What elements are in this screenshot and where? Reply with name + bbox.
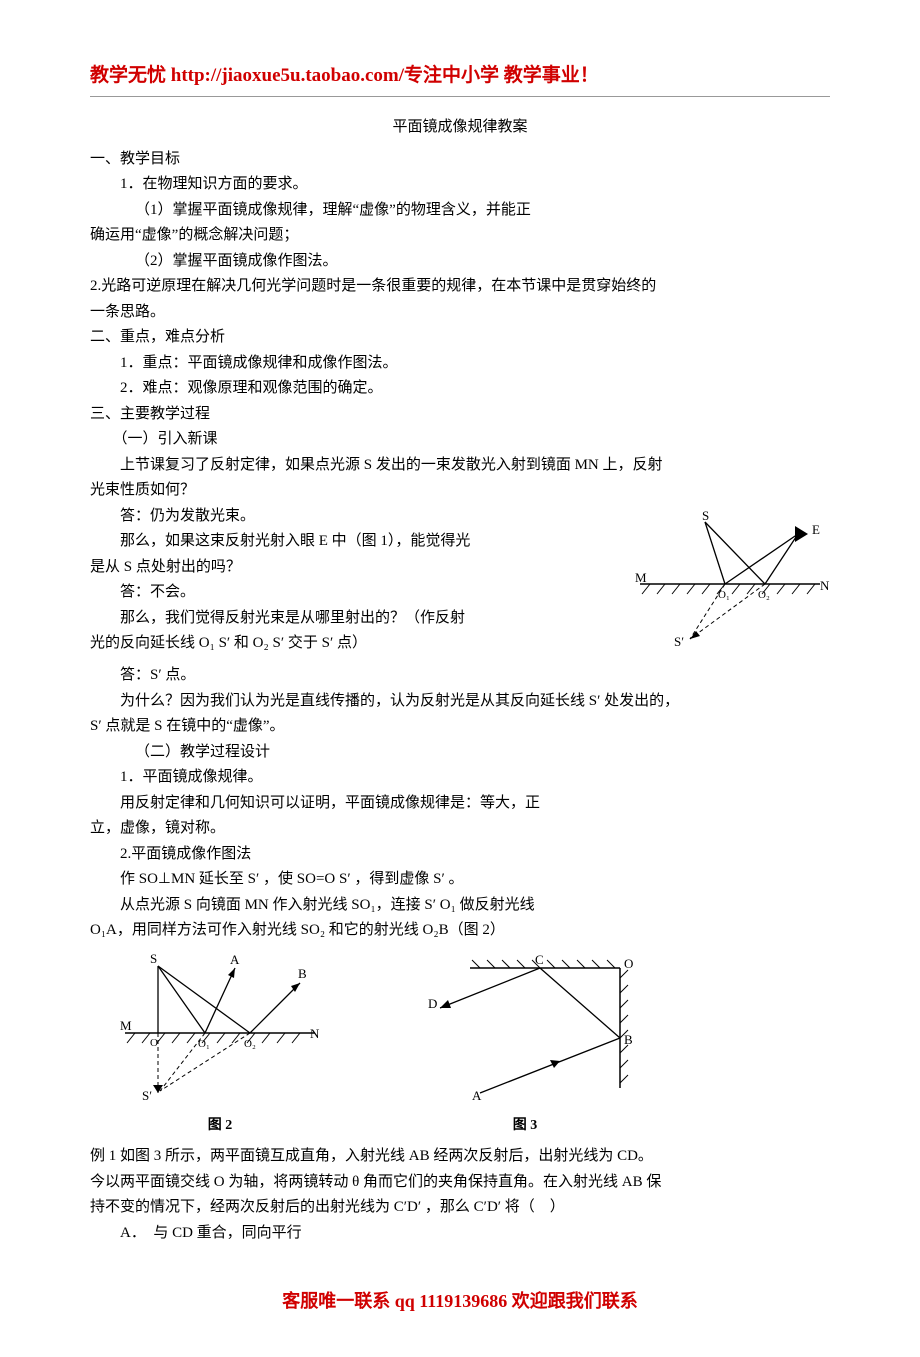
s3-sub-a: （一）引入新课 (90, 427, 830, 453)
s2-item-2: 2．难点：观像原理和观像范围的确定。 (90, 376, 830, 402)
fig2-label-O: O (150, 1037, 158, 1049)
fig1-label-Sp: S′ (674, 634, 684, 649)
fig1-label-E: E (812, 522, 820, 537)
figure-2-wrap: S S′ M N O (120, 948, 320, 1138)
s1-item-2a: 2.光路可逆原理在解决几何光学问题时是一条很重要的规律，在本节课中是贯穿始终的 (90, 274, 830, 300)
fig2-label-N: N (310, 1026, 320, 1041)
fig2-caption: 图 2 (120, 1114, 320, 1138)
figures-row: S S′ M N O (120, 948, 830, 1138)
s3-sub-b: （二）教学过程设计 (90, 740, 830, 766)
s3-p3b: 光的反向延长线 O₁ S′ 和 O₂ S′ 交于 S′ 点） (90, 631, 612, 657)
figure-3-wrap: A B C D O 图 3 (410, 948, 640, 1138)
s3-b1p: 用反射定律和几何知识可以证明，平面镜成像规律是：等大，正 (90, 791, 830, 817)
s1-item-1: 1．在物理知识方面的要求。 (90, 172, 830, 198)
fig2-label-M: M (120, 1018, 132, 1033)
s3-b2p1: 作 SO⊥MN 延长至 S′ ，使 SO=O S′ ，得到虚像 S′ 。 (90, 867, 830, 893)
example-p2: 今以两平面镜交线 O 为轴，将两镜转动 θ 角而它们的夹角保持直角。在入射光线 … (90, 1170, 830, 1196)
fig2-label-Sp: S′ (142, 1088, 152, 1103)
s3-b1pb: 立，虚像，镜对称。 (90, 816, 830, 842)
fig3-label-C: C (535, 952, 544, 967)
section-3-heading: 三、主要教学过程 (90, 402, 830, 428)
fig3-label-O: O (624, 956, 633, 971)
fig1-label-N: N (820, 578, 830, 593)
fig3-label-B: B (624, 1032, 633, 1047)
example-optA: A． 与 CD 重合，同向平行 (90, 1221, 830, 1247)
s3-p2: 那么，如果这束反射光射入眼 E 中（图 1），能觉得光 (90, 529, 612, 555)
fig1-label-M: M (635, 570, 647, 585)
s3-a2: 答：不会。 (90, 580, 612, 606)
fig3-label-A: A (472, 1088, 482, 1103)
s3-b2p2: 从点光源 S 向镜面 MN 作入射光线 SO₁，连接 S′ O₁ 做反射光线 (90, 893, 830, 919)
fig1-label-O1: O₁ (718, 589, 730, 601)
s3-a3: 答：S′ 点。 (90, 663, 830, 689)
footer-contact: 客服唯一联系 qq 1119139686 欢迎跟我们联系 (90, 1286, 830, 1317)
figure-1: S E M N O₁ O₂ S′ (630, 504, 830, 664)
s3-b2p2b: O₁A，用同样方法可作入射光线 SO₂ 和它的射光线 O₂B（图 2） (90, 918, 830, 944)
figure-1-svg: S E M N O₁ O₂ S′ (630, 504, 830, 654)
header-link[interactable]: 教学无忧 http://jiaoxue5u.taobao.com/专注中小学 教… (90, 60, 830, 92)
s3-p1b: 光束性质如何？ (90, 478, 830, 504)
fig3-caption: 图 3 (410, 1114, 640, 1138)
fig3-label-D: D (428, 996, 437, 1011)
fig1-label-O2: O₂ (758, 589, 770, 601)
figure-2-svg: S S′ M N O (120, 948, 320, 1103)
s1-item-1-1b: 确运用“虚像”的概念解决问题； (90, 223, 830, 249)
s2-item-1: 1．重点：平面镜成像规律和成像作图法。 (90, 351, 830, 377)
fig1-label-S: S (702, 508, 709, 523)
s3-a1: 答：仍为发散光束。 (90, 504, 612, 530)
fig2-label-O1: O₁ (198, 1038, 210, 1050)
s1-item-1-2: （2）掌握平面镜成像作图法。 (90, 249, 830, 275)
fig2-label-O2: O₂ (244, 1038, 256, 1050)
s3-p1: 上节课复习了反射定律，如果点光源 S 发出的一束发散光入射到镜面 MN 上，反射 (90, 453, 830, 479)
s1-item-1-1: （1）掌握平面镜成像规律，理解“虚像”的物理含义，并能正 (90, 198, 830, 224)
text-with-fig1: 答：仍为发散光束。 那么，如果这束反射光射入眼 E 中（图 1），能觉得光 是从… (90, 504, 830, 664)
header-rule (90, 96, 830, 97)
example-p3: 持不变的情况下，经两次反射后的出射光线为 C′D′ ，那么 C′D′ 将（ ） (90, 1195, 830, 1221)
example-p1: 例 1 如图 3 所示，两平面镜互成直角，入射光线 AB 经两次反射后，出射光线… (90, 1144, 830, 1170)
s3-p4b: S′ 点就是 S 在镜中的“虚像”。 (90, 714, 830, 740)
section-1-heading: 一、教学目标 (90, 147, 830, 173)
s3-p4: 为什么？因为我们认为光是直线传播的，认为反射光是从其反向延长线 S′ 处发出的， (90, 689, 830, 715)
doc-title: 平面镜成像规律教案 (90, 115, 830, 141)
s3-b1: 1．平面镜成像规律。 (90, 765, 830, 791)
section-2-heading: 二、重点，难点分析 (90, 325, 830, 351)
fig2-label-B: B (298, 966, 307, 981)
fig2-label-A: A (230, 952, 240, 967)
s3-p3: 那么，我们觉得反射光束是从哪里射出的？（作反射 (90, 606, 612, 632)
fig2-label-S: S (150, 951, 157, 966)
s3-p2b: 是从 S 点处射出的吗？ (90, 555, 612, 581)
figure-3-svg: A B C D O (410, 948, 640, 1103)
s3-b2: 2.平面镜成像作图法 (90, 842, 830, 868)
s1-item-2b: 一条思路。 (90, 300, 830, 326)
eye-icon (795, 526, 808, 542)
page: 教学无忧 http://jiaoxue5u.taobao.com/专注中小学 教… (0, 0, 920, 1357)
